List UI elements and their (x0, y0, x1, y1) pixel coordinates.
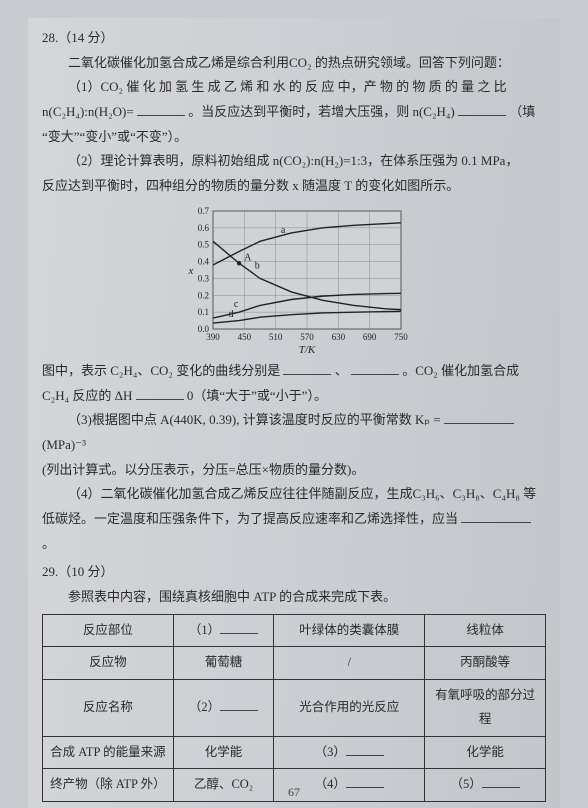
q28-p4-line1: （4）二氧化碳催化加氢合成乙烯反应往往伴随副反应，生成C₃H₆、C₃H₈、C₄H… (42, 482, 546, 507)
q28-p1-line3: “变大”“变小”或“不变”）。 (42, 125, 546, 150)
svg-text:0.5: 0.5 (198, 240, 210, 250)
table-row: 反应物葡萄糖/丙酮酸等 (43, 647, 546, 680)
table-cell: / (274, 647, 425, 680)
svg-text:0.6: 0.6 (198, 223, 210, 233)
blank-curve-2 (351, 361, 399, 375)
q28-p1-line1: （1）CO₂ 催 化 加 氢 生 成 乙 烯 和 水 的 反 应 中，产 物 的… (42, 75, 546, 100)
svg-text:0.7: 0.7 (198, 206, 210, 216)
svg-text:0.3: 0.3 (198, 273, 210, 283)
q28-p2-line1: （2）理论计算表明，原料初始组成 n(CO₂):n(H₂)=1:3，在体系压强为… (42, 149, 546, 174)
blank-ratio (137, 102, 185, 116)
q29-intro: 参照表中内容，围绕真核细胞中 ATP 的合成来完成下表。 (42, 585, 546, 610)
table-cell: 线粒体 (425, 614, 546, 647)
q28-p2d: C₂H₄ 反应的 ΔH 0（填“大于”或“小于”）。 (42, 384, 546, 409)
p1b-mid: 。当反应达到平衡时，若增大压强，则 n(C₂H₄) (188, 104, 455, 119)
svg-text:0.4: 0.4 (198, 256, 210, 266)
svg-text:510: 510 (269, 332, 283, 342)
svg-text:a: a (281, 225, 286, 236)
table-cell: （2） (173, 680, 274, 737)
p3b: (MPa)⁻³ (42, 437, 86, 452)
svg-text:450: 450 (238, 332, 252, 342)
p2d-a: C₂H₄ 反应的 ΔH (42, 388, 132, 403)
p1b-right: （填 (509, 104, 535, 119)
chart-container: 3904505105706306907500.00.10.20.30.40.50… (42, 205, 546, 355)
atp-table: 反应部位（1）叶绿体的类囊体膜线粒体反应物葡萄糖/丙酮酸等反应名称（2）光合作用… (42, 614, 546, 803)
table-cell: 化学能 (173, 736, 274, 769)
row-header-cell: 合成 ATP 的能量来源 (43, 736, 174, 769)
p2c-c: 。CO₂ 催化加氢合成 (402, 363, 519, 378)
svg-text:x: x (188, 265, 194, 277)
p3a: （3)根据图中点 A(440K, 0.39), 计算该温度时反应的平衡常数 Kₚ… (68, 412, 441, 427)
svg-text:750: 750 (394, 332, 408, 342)
blank-dh (136, 386, 184, 400)
table-cell: 丙酮酸等 (425, 647, 546, 680)
row-header-cell: 反应名称 (43, 680, 174, 737)
table-row: 反应名称（2）光合作用的光反应有氧呼吸的部分过程 (43, 680, 546, 737)
table-cell: （1） (173, 614, 274, 647)
svg-text:A: A (244, 252, 252, 263)
p4b-a: 低碳烃。一定温度和压强条件下，为了提高反应速率和乙烯选择性，应当 (42, 511, 458, 526)
p2c-b: 、 (335, 363, 348, 378)
svg-text:0.2: 0.2 (198, 290, 209, 300)
svg-text:d: d (229, 309, 234, 320)
p2c-a: 图中，表示 C₂H₄、CO₂ 变化的曲线分别是 (42, 363, 280, 378)
svg-text:690: 690 (363, 332, 377, 342)
q28-p2-line2: 反应达到平衡时，四种组分的物质的量分数 x 随温度 T 的变化如图所示。 (42, 174, 546, 199)
blank-n-change (458, 102, 506, 116)
p1b-left: n(C₂H₄):n(H₂O)= (42, 104, 134, 119)
blank-measure (461, 509, 531, 523)
q28-intro: 二氧化碳催化加氢合成乙烯是综合利用CO₂ 的热点研究领域。回答下列问题： (42, 51, 546, 76)
blank-curve-1 (283, 361, 331, 375)
table-cell: 葡萄糖 (173, 647, 274, 680)
table-row: 合成 ATP 的能量来源化学能（3）化学能 (43, 736, 546, 769)
svg-text:0.1: 0.1 (198, 307, 209, 317)
p4b-b: 。 (42, 536, 55, 551)
svg-text:T/K: T/K (299, 344, 316, 355)
q28-head: 28.（14 分） (42, 26, 546, 51)
svg-text:570: 570 (300, 332, 314, 342)
table-cell: （3） (274, 736, 425, 769)
table-cell: 化学能 (425, 736, 546, 769)
row-header-cell: 反应部位 (43, 614, 174, 647)
svg-text:630: 630 (332, 332, 346, 342)
row-header-cell: 反应物 (43, 647, 174, 680)
svg-text:b: b (255, 260, 260, 271)
equilibrium-chart: 3904505105706306907500.00.10.20.30.40.50… (179, 205, 409, 355)
q28-p3-line1: （3)根据图中点 A(440K, 0.39), 计算该温度时反应的平衡常数 Kₚ… (42, 408, 546, 457)
blank-kp (444, 410, 514, 424)
table-cell: 叶绿体的类囊体膜 (274, 614, 425, 647)
table-row: 反应部位（1）叶绿体的类囊体膜线粒体 (43, 614, 546, 647)
q28-p3-line2: (列出计算式。以分压表示，分压=总压×物质的量分数)。 (42, 458, 546, 483)
svg-text:0.0: 0.0 (198, 324, 210, 334)
q28-p2c: 图中，表示 C₂H₄、CO₂ 变化的曲线分别是 、 。CO₂ 催化加氢合成 (42, 359, 546, 384)
page-number: 67 (28, 781, 560, 804)
table-cell: 光合作用的光反应 (274, 680, 425, 737)
q28-p1-line2: n(C₂H₄):n(H₂O)= 。当反应达到平衡时，若增大压强，则 n(C₂H₄… (42, 100, 546, 125)
svg-text:c: c (234, 299, 239, 310)
q28-p4-line2: 低碳烃。一定温度和压强条件下，为了提高反应速率和乙烯选择性，应当 。 (42, 507, 546, 556)
p2d-b: 0（填“大于”或“小于”）。 (187, 388, 327, 403)
q29-head: 29.（10 分） (42, 560, 546, 585)
table-cell: 有氧呼吸的部分过程 (425, 680, 546, 737)
